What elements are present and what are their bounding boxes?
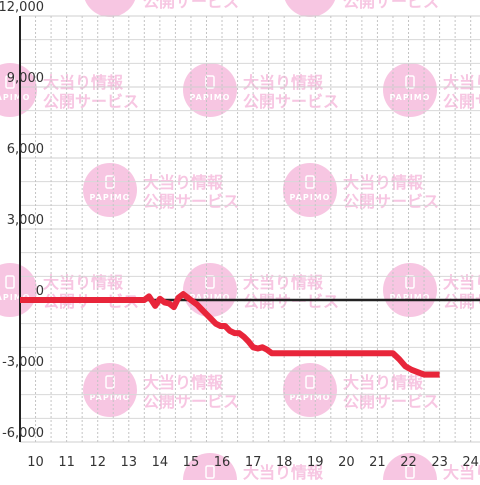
watermark-logo-text: PAPIMO [190,293,231,302]
x-tick-label: 10 [27,455,44,470]
watermark-logo-text: PAPIMO [90,393,131,402]
watermark-circle [383,63,437,117]
watermark-line1: 大当り情報 [243,73,324,92]
watermark-logo-text: PAPIMO [290,393,331,402]
watermark-circle [183,63,237,117]
x-tick-label: 20 [338,455,355,470]
watermark-line2: 公開サービス [343,392,439,411]
watermark-line1: 大当り情報 [343,173,424,192]
watermark-logo-text: PAPIMO [390,293,431,302]
watermark-phone-icon [5,275,15,289]
series-layer [20,291,440,378]
watermark-phone-icon [105,375,115,389]
x-tick-label: 15 [183,455,200,470]
watermark-line2: 公開サービス [443,92,480,111]
watermark-phone-icon [405,75,415,89]
x-tick-label: 24 [462,455,479,470]
watermark-line2: 公開サービス [343,192,439,211]
watermark-circle [383,263,437,317]
y-tick-label: -3,000 [2,355,44,370]
x-tick-label: 23 [431,455,448,470]
y-tick-label: 3,000 [7,213,44,228]
watermark-circle [183,453,237,485]
watermark-logo-text: PAPIMO [90,0,131,2]
watermark-line1: 大当り情報 [343,373,424,392]
x-tick-label: 13 [121,455,138,470]
watermark-circle [84,0,136,17]
watermark-logo-text: PAPIMO [290,193,331,202]
watermark-circle [83,163,137,217]
y-tick-label: 0 [36,284,44,299]
watermark-circle [0,263,37,317]
watermark-line2: 公開サービス [443,292,480,311]
watermark-line2: 公開サービス [243,292,339,311]
watermark-circle [383,453,437,485]
y-tick-label: 12,000 [0,0,44,15]
x-tick-label: 19 [307,455,324,470]
watermark-circle [83,363,137,417]
watermark-line1: 大当り情報 [443,73,480,92]
watermark-line2: 公開サービス [343,0,439,11]
watermark-logo-text: PAPIMO [190,93,231,102]
watermark-line2: 公開サービス [143,0,239,11]
watermark-line1: 大当り情報 [243,463,324,480]
x-tick-label: 21 [369,455,386,470]
watermark-line1: 大当り情報 [43,273,124,292]
watermark-phone-icon [305,375,315,389]
watermark-phone-icon [405,465,415,479]
watermark-logo-text: PAPIMO [390,93,431,102]
watermark-logo-text: PAPIMO [90,193,131,202]
x-tick-label: 11 [58,455,75,470]
x-tick-label: 12 [89,455,106,470]
watermark-logo-text: PAPIMO [0,293,30,302]
watermark-line1: 大当り情報 [43,73,124,92]
y-tick-labels: -6,000 -3,000 0 3,000 6,000 9,000 12,000 [0,0,44,441]
watermark-line1: 大当り情報 [143,373,224,392]
watermark-circle [284,0,336,17]
watermark-phone-icon [205,465,215,479]
series-line-0 [20,291,440,378]
x-tick-labels: 10 11 12 13 14 15 16 17 18 19 20 21 22 23 24 [27,455,479,470]
watermark-line2: 公開サービス [43,92,139,111]
y-tick-label: 9,000 [7,71,44,86]
watermark-line2: 公開サービス [243,92,339,111]
x-tick-label: 22 [400,455,417,470]
watermark-phone-icon [5,75,15,89]
watermark-logo-text: PAPIMO [290,0,331,2]
watermark-logo-text: PAPIMO [0,93,30,102]
watermark-line1: 大当り情報 [243,273,324,292]
x-tick-label: 14 [152,455,169,470]
x-tick-label: 17 [245,455,262,470]
y-tick-label: 6,000 [7,142,44,157]
x-tick-label: 18 [276,455,293,470]
watermark-circle [283,363,337,417]
watermark-line1: 大当り情報 [443,463,480,480]
grid-layer [20,15,480,443]
x-tick-label: 16 [214,455,231,470]
watermark-circle [283,163,337,217]
watermark-line1: 大当り情報 [143,173,224,192]
y-tick-label: -6,000 [2,426,44,441]
